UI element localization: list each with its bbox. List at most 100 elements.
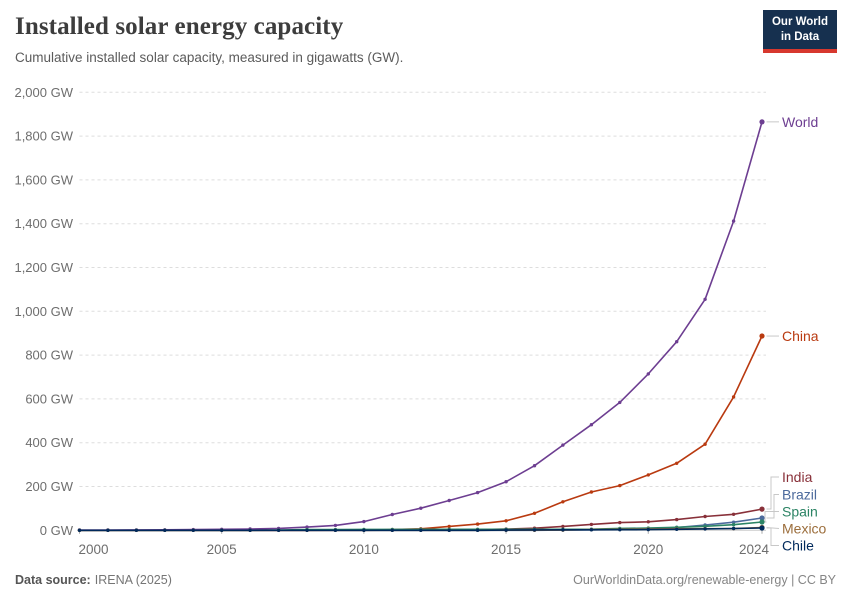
series-point-india[interactable]	[561, 524, 565, 529]
series-point-china[interactable]	[447, 524, 451, 529]
data-source-note: Data source: IRENA (2025)	[15, 573, 172, 587]
series-label-world[interactable]: World	[782, 114, 818, 130]
series-point-brazil[interactable]	[759, 515, 765, 521]
series-point-china[interactable]	[731, 395, 736, 399]
series-point-chile[interactable]	[447, 528, 451, 532]
series-point-india[interactable]	[618, 520, 622, 525]
series-point-china[interactable]	[618, 483, 622, 488]
series-label-brazil[interactable]: Brazil	[782, 487, 817, 503]
series-point-china[interactable]	[759, 333, 765, 339]
series-point-chile[interactable]	[191, 528, 195, 532]
series-point-world[interactable]	[675, 340, 679, 344]
series-point-world[interactable]	[731, 219, 736, 223]
x-tick-label: 2005	[207, 542, 237, 557]
series-point-china[interactable]	[532, 511, 537, 515]
credit-link[interactable]: OurWorldinData.org/renewable-energy | CC…	[573, 573, 836, 587]
series-label-chile[interactable]: Chile	[782, 538, 814, 554]
series-label-india[interactable]: India	[782, 469, 813, 485]
series-point-chile[interactable]	[134, 528, 139, 532]
series-point-chile[interactable]	[504, 528, 508, 532]
series-point-chile[interactable]	[419, 528, 423, 532]
series-point-china[interactable]	[646, 473, 650, 477]
series-label-spain[interactable]: Spain	[782, 504, 818, 520]
label-connector-spain	[764, 511, 779, 523]
x-tick-label: 2010	[349, 542, 379, 557]
series-point-world[interactable]	[504, 480, 508, 484]
series-point-world[interactable]	[390, 512, 394, 517]
owid-logo-line2: in Data	[780, 30, 820, 43]
series-point-world[interactable]	[703, 297, 707, 301]
series-point-chile[interactable]	[248, 528, 252, 532]
series-label-china[interactable]: China	[782, 328, 819, 344]
label-connector-brazil	[766, 494, 779, 519]
series-point-chile[interactable]	[532, 528, 537, 532]
series-point-china[interactable]	[703, 442, 707, 446]
series-point-world[interactable]	[305, 525, 309, 529]
y-tick-label: 1,600 GW	[14, 172, 73, 187]
series-point-spain[interactable]	[731, 523, 736, 527]
series-point-chile[interactable]	[362, 528, 366, 532]
label-connector-chile	[766, 527, 779, 546]
series-point-china[interactable]	[675, 461, 679, 465]
series-point-india[interactable]	[731, 512, 736, 516]
series-point-china[interactable]	[504, 519, 508, 523]
series-point-world[interactable]	[333, 523, 338, 528]
series-point-chile[interactable]	[675, 527, 679, 531]
series-line-china[interactable]	[79, 335, 763, 532]
series-point-chile[interactable]	[703, 527, 707, 531]
owid-logo[interactable]: Our World in Data	[762, 10, 837, 53]
series-point-world[interactable]	[646, 372, 650, 376]
series-point-world[interactable]	[419, 506, 423, 510]
series-point-world[interactable]	[618, 400, 622, 405]
series-point-chile[interactable]	[305, 528, 309, 532]
series-point-chile[interactable]	[276, 528, 281, 532]
chart-footer: Data source: IRENA (2025) OurWorldinData.…	[15, 573, 836, 587]
series-point-chile[interactable]	[163, 528, 167, 532]
series-point-world[interactable]	[447, 498, 451, 503]
y-tick-label: 200 GW	[25, 479, 73, 494]
series-point-chile[interactable]	[646, 527, 650, 532]
series-point-world[interactable]	[362, 519, 366, 524]
series-point-chile[interactable]	[618, 528, 622, 532]
series-point-india[interactable]	[646, 520, 650, 524]
y-tick-label: 1,400 GW	[14, 216, 73, 231]
series-point-spain[interactable]	[703, 524, 707, 528]
y-tick-label: 2,000 GW	[14, 85, 73, 100]
series-point-world[interactable]	[589, 423, 594, 427]
series-point-world[interactable]	[561, 443, 565, 447]
series-point-chile[interactable]	[333, 528, 338, 532]
series-point-brazil[interactable]	[731, 520, 736, 524]
series-point-world[interactable]	[759, 119, 765, 125]
series-point-chile[interactable]	[390, 528, 394, 532]
series-label-mexico[interactable]: Mexico	[782, 521, 827, 537]
x-tick-label: 2015	[491, 542, 521, 557]
series-point-chile[interactable]	[77, 528, 82, 532]
y-tick-label: 800 GW	[25, 348, 73, 363]
series-point-india[interactable]	[589, 522, 594, 527]
series-point-china[interactable]	[561, 500, 565, 504]
label-connector-india	[766, 476, 779, 510]
series-point-chile[interactable]	[220, 528, 224, 532]
series-point-world[interactable]	[475, 490, 480, 495]
series-point-india[interactable]	[703, 514, 707, 519]
series-point-chile[interactable]	[475, 528, 480, 532]
series-point-chile[interactable]	[561, 528, 565, 532]
y-tick-label: 600 GW	[25, 391, 73, 406]
series-point-india[interactable]	[759, 506, 765, 512]
series-point-spain[interactable]	[759, 519, 765, 525]
series-point-world[interactable]	[532, 464, 537, 468]
x-tick-label: 2024	[739, 542, 770, 557]
series-point-chile[interactable]	[589, 528, 594, 532]
series-point-india[interactable]	[675, 517, 679, 522]
series-point-china[interactable]	[589, 490, 594, 494]
x-tick-label: 2020	[633, 542, 663, 557]
data-source-label: Data source:	[15, 573, 91, 587]
series-point-chile[interactable]	[106, 528, 110, 532]
series-point-chile[interactable]	[759, 525, 765, 531]
series-point-china[interactable]	[475, 522, 480, 526]
series-line-world[interactable]	[79, 121, 763, 531]
series-point-chile[interactable]	[731, 526, 736, 531]
data-source-value: IRENA (2025)	[94, 573, 172, 587]
